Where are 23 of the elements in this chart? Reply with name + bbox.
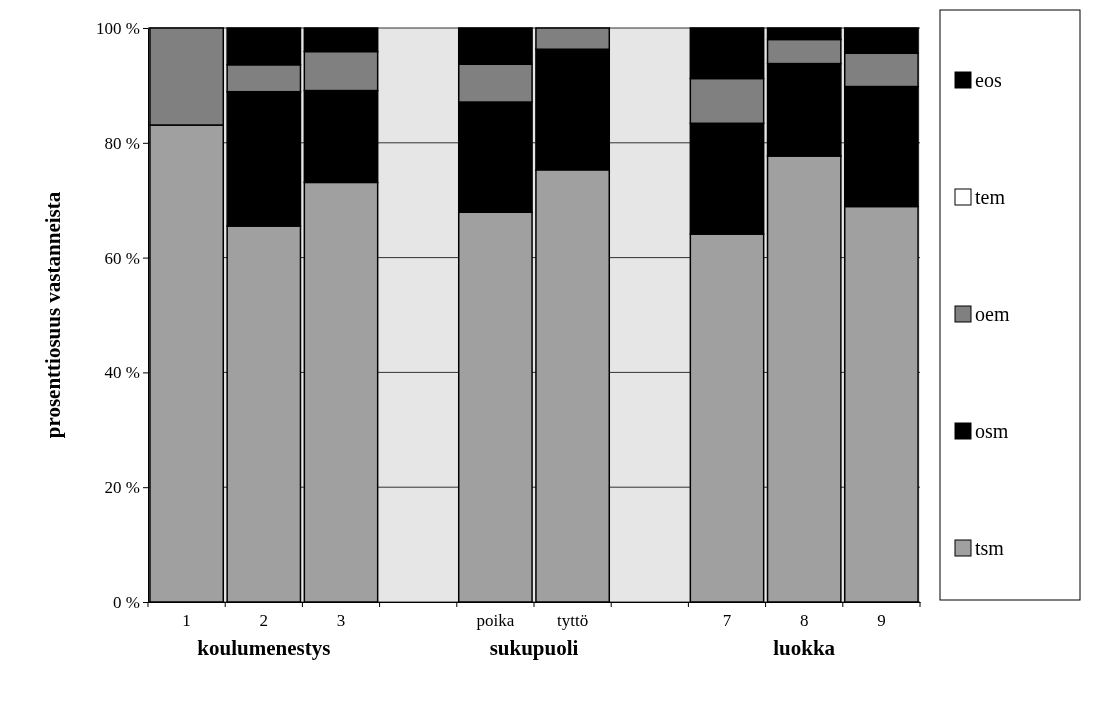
x-tick-label: 2	[259, 611, 269, 631]
y-tick-label: 0 %	[113, 592, 140, 612]
x-tick-label: tyttö	[557, 611, 589, 631]
text: koulumenestys	[197, 636, 331, 660]
x-tick-label: 8	[799, 611, 809, 631]
y-axis-title: prosenttiosuus vastanneista	[41, 191, 65, 439]
x-tick-label: 3	[336, 611, 346, 631]
legend-label: tem	[975, 186, 1006, 208]
y-tick-label: 80 %	[104, 133, 140, 153]
legend-label: tsm	[975, 537, 1005, 559]
x-tick-label: 9	[877, 611, 886, 631]
legend-label: oem	[975, 303, 1010, 325]
text: sukupuoli	[489, 636, 579, 660]
x-tick-label: 1	[182, 611, 191, 631]
y-tick-label: 20 %	[104, 478, 140, 498]
x-tick-label: 7	[722, 611, 732, 631]
y-tick-label: 100 %	[96, 18, 140, 38]
legend-label: osm	[975, 420, 1009, 442]
text: luokka	[773, 636, 836, 660]
legend-label: eos	[975, 69, 1002, 91]
x-tick-label: poika	[476, 611, 515, 631]
y-tick-label: 40 %	[104, 363, 140, 383]
y-tick-label: 60 %	[104, 248, 140, 268]
